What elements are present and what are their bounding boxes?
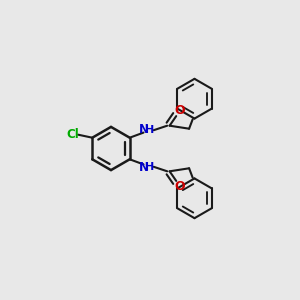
Text: Cl: Cl (66, 128, 79, 141)
Text: N: N (139, 123, 148, 136)
Text: O: O (174, 180, 185, 193)
Text: H: H (146, 162, 155, 172)
Text: H: H (146, 125, 155, 135)
Text: O: O (174, 104, 185, 117)
Text: N: N (139, 160, 148, 174)
